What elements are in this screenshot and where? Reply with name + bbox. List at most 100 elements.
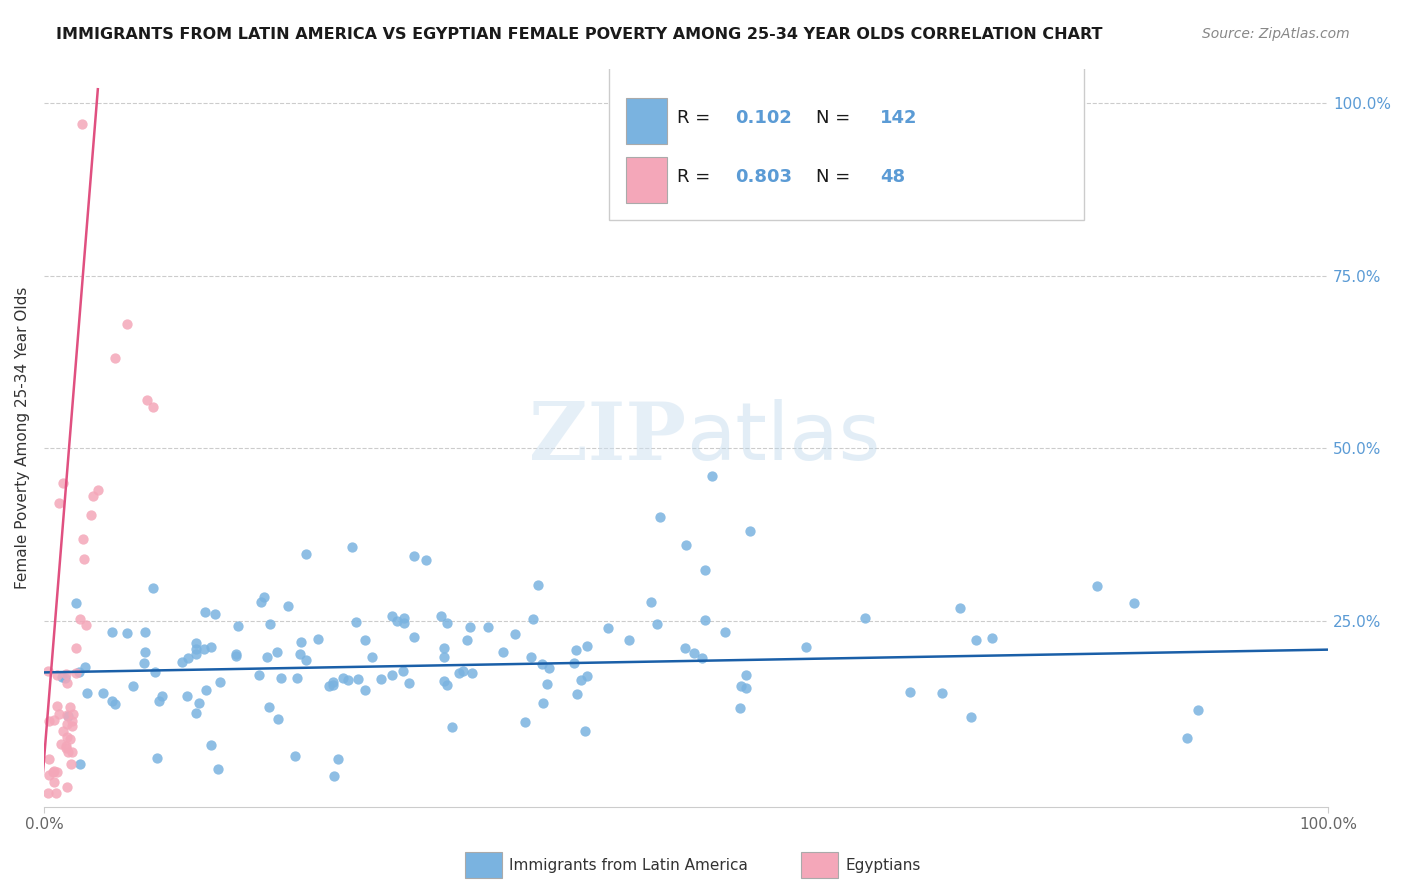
Point bbox=[115, 626, 138, 640]
Point bbox=[522, 612, 544, 626]
Point bbox=[100, 625, 122, 640]
Point bbox=[42, 764, 65, 778]
Point bbox=[184, 706, 207, 720]
FancyBboxPatch shape bbox=[609, 65, 1084, 220]
Point bbox=[617, 632, 640, 647]
Point bbox=[256, 650, 278, 665]
Point bbox=[134, 645, 156, 659]
Point bbox=[72, 532, 94, 546]
Point bbox=[515, 714, 537, 729]
Point bbox=[204, 607, 226, 621]
Point bbox=[200, 738, 222, 752]
Point bbox=[134, 656, 156, 670]
Point bbox=[307, 632, 329, 646]
Point bbox=[898, 685, 921, 699]
Point bbox=[150, 690, 173, 704]
Point bbox=[527, 577, 550, 591]
Point bbox=[91, 685, 114, 699]
Point bbox=[503, 627, 526, 641]
Point bbox=[69, 757, 91, 772]
Point bbox=[60, 714, 83, 729]
Text: 0.803: 0.803 bbox=[735, 168, 792, 186]
Point bbox=[530, 657, 553, 672]
Point bbox=[640, 595, 662, 609]
Point bbox=[38, 752, 60, 766]
Point bbox=[184, 647, 207, 661]
Point bbox=[683, 646, 706, 660]
Point bbox=[44, 775, 66, 789]
FancyBboxPatch shape bbox=[626, 157, 666, 202]
Point bbox=[713, 625, 735, 640]
Point bbox=[67, 665, 90, 679]
Point bbox=[370, 673, 392, 687]
Point bbox=[735, 668, 758, 682]
Point bbox=[693, 563, 716, 577]
Point bbox=[193, 642, 215, 657]
Point bbox=[740, 524, 762, 538]
Point bbox=[458, 620, 481, 634]
Point bbox=[48, 707, 70, 722]
Point bbox=[402, 631, 425, 645]
Point bbox=[569, 673, 592, 688]
Point bbox=[60, 745, 83, 759]
Point bbox=[693, 614, 716, 628]
Point bbox=[433, 641, 456, 656]
Point bbox=[48, 496, 70, 510]
Point bbox=[73, 660, 96, 674]
Point bbox=[247, 667, 270, 681]
Text: Source: ZipAtlas.com: Source: ZipAtlas.com bbox=[1202, 27, 1350, 41]
Point bbox=[381, 667, 404, 681]
Point bbox=[65, 596, 87, 610]
Point bbox=[294, 547, 316, 561]
Point bbox=[295, 653, 318, 667]
Point bbox=[447, 665, 470, 680]
Point bbox=[37, 786, 59, 800]
Point bbox=[267, 713, 290, 727]
Text: R =: R = bbox=[678, 109, 716, 127]
Point bbox=[56, 730, 79, 744]
Point bbox=[142, 400, 165, 414]
Point bbox=[65, 665, 87, 680]
Point bbox=[207, 762, 229, 776]
Point bbox=[690, 651, 713, 665]
Point bbox=[73, 552, 96, 566]
Point bbox=[436, 616, 458, 631]
Point bbox=[436, 678, 458, 692]
Point bbox=[142, 582, 165, 596]
Point bbox=[564, 643, 586, 657]
Point bbox=[492, 645, 515, 659]
Point bbox=[55, 739, 77, 754]
Point bbox=[253, 590, 276, 604]
Point bbox=[650, 510, 672, 524]
Point bbox=[225, 647, 247, 661]
Point bbox=[176, 689, 198, 703]
Point bbox=[80, 508, 103, 523]
Point bbox=[186, 636, 208, 650]
Point bbox=[225, 649, 247, 664]
FancyBboxPatch shape bbox=[626, 98, 666, 144]
Point bbox=[980, 631, 1002, 645]
Point bbox=[259, 699, 281, 714]
Point bbox=[531, 697, 554, 711]
Point bbox=[38, 768, 60, 782]
Point bbox=[794, 640, 817, 655]
Point bbox=[135, 392, 157, 407]
Point bbox=[170, 655, 193, 669]
Point bbox=[60, 719, 83, 733]
Point bbox=[42, 765, 65, 780]
Point bbox=[381, 608, 404, 623]
Point bbox=[433, 649, 456, 664]
Point bbox=[56, 675, 79, 690]
Text: N =: N = bbox=[815, 109, 856, 127]
Point bbox=[186, 642, 208, 657]
Point bbox=[148, 694, 170, 708]
Point bbox=[361, 650, 384, 665]
Point bbox=[226, 619, 249, 633]
Text: 142: 142 bbox=[880, 109, 918, 127]
Point bbox=[949, 600, 972, 615]
Point bbox=[931, 686, 953, 700]
Point bbox=[647, 617, 669, 632]
Point bbox=[146, 751, 169, 765]
Point bbox=[134, 625, 156, 640]
Point bbox=[117, 317, 139, 331]
